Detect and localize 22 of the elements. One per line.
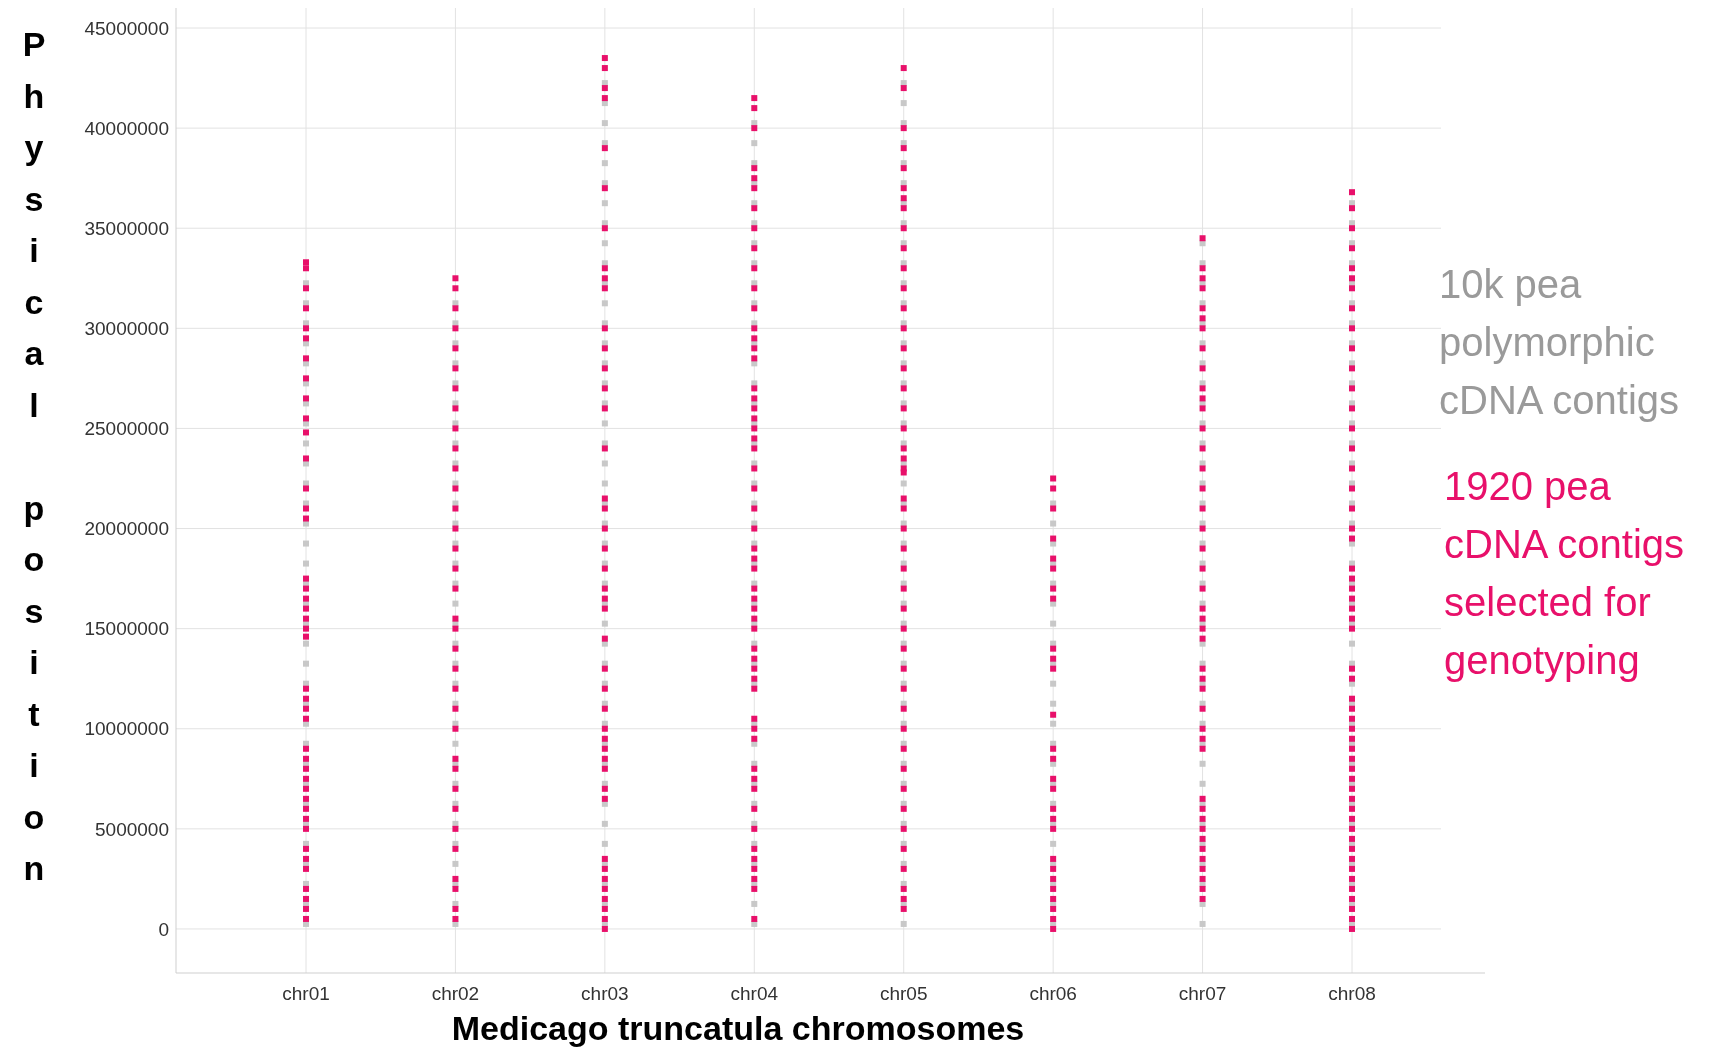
y-tick-label: 10000000 bbox=[84, 718, 169, 740]
x-tick-label: chr04 bbox=[730, 983, 779, 1004]
y-tick-label: 30000000 bbox=[84, 317, 169, 339]
text: Physical position bbox=[22, 25, 46, 887]
x-axis-title: Medicago truncatula chromosomes bbox=[451, 1009, 1025, 1047]
y-tick-label: 5000000 bbox=[95, 818, 169, 840]
x-tick-label: chr01 bbox=[282, 983, 330, 1004]
text: 1920 pea cDNA contigs selected for genotyping bbox=[1444, 464, 1685, 682]
text: 10k pea polymorphic cDNA contigs bbox=[1439, 262, 1680, 422]
y-tick-label: 15000000 bbox=[84, 618, 169, 640]
y-tick-label: 35000000 bbox=[84, 217, 169, 239]
y-tick-label: 25000000 bbox=[84, 418, 169, 440]
y-tick-label: 45000000 bbox=[84, 17, 169, 39]
y-tick-label: 0 bbox=[158, 918, 169, 940]
x-tick-label: chr06 bbox=[1029, 983, 1077, 1004]
x-tick-label: chr05 bbox=[879, 983, 928, 1004]
x-tick-label: chr07 bbox=[1178, 983, 1227, 1004]
x-tick-label: chr03 bbox=[581, 983, 629, 1004]
y-tick-label: 20000000 bbox=[84, 518, 169, 540]
x-tick-label: chr02 bbox=[431, 983, 480, 1004]
y-tick-label: 40000000 bbox=[84, 117, 169, 139]
x-tick-label: chr08 bbox=[1328, 983, 1376, 1004]
